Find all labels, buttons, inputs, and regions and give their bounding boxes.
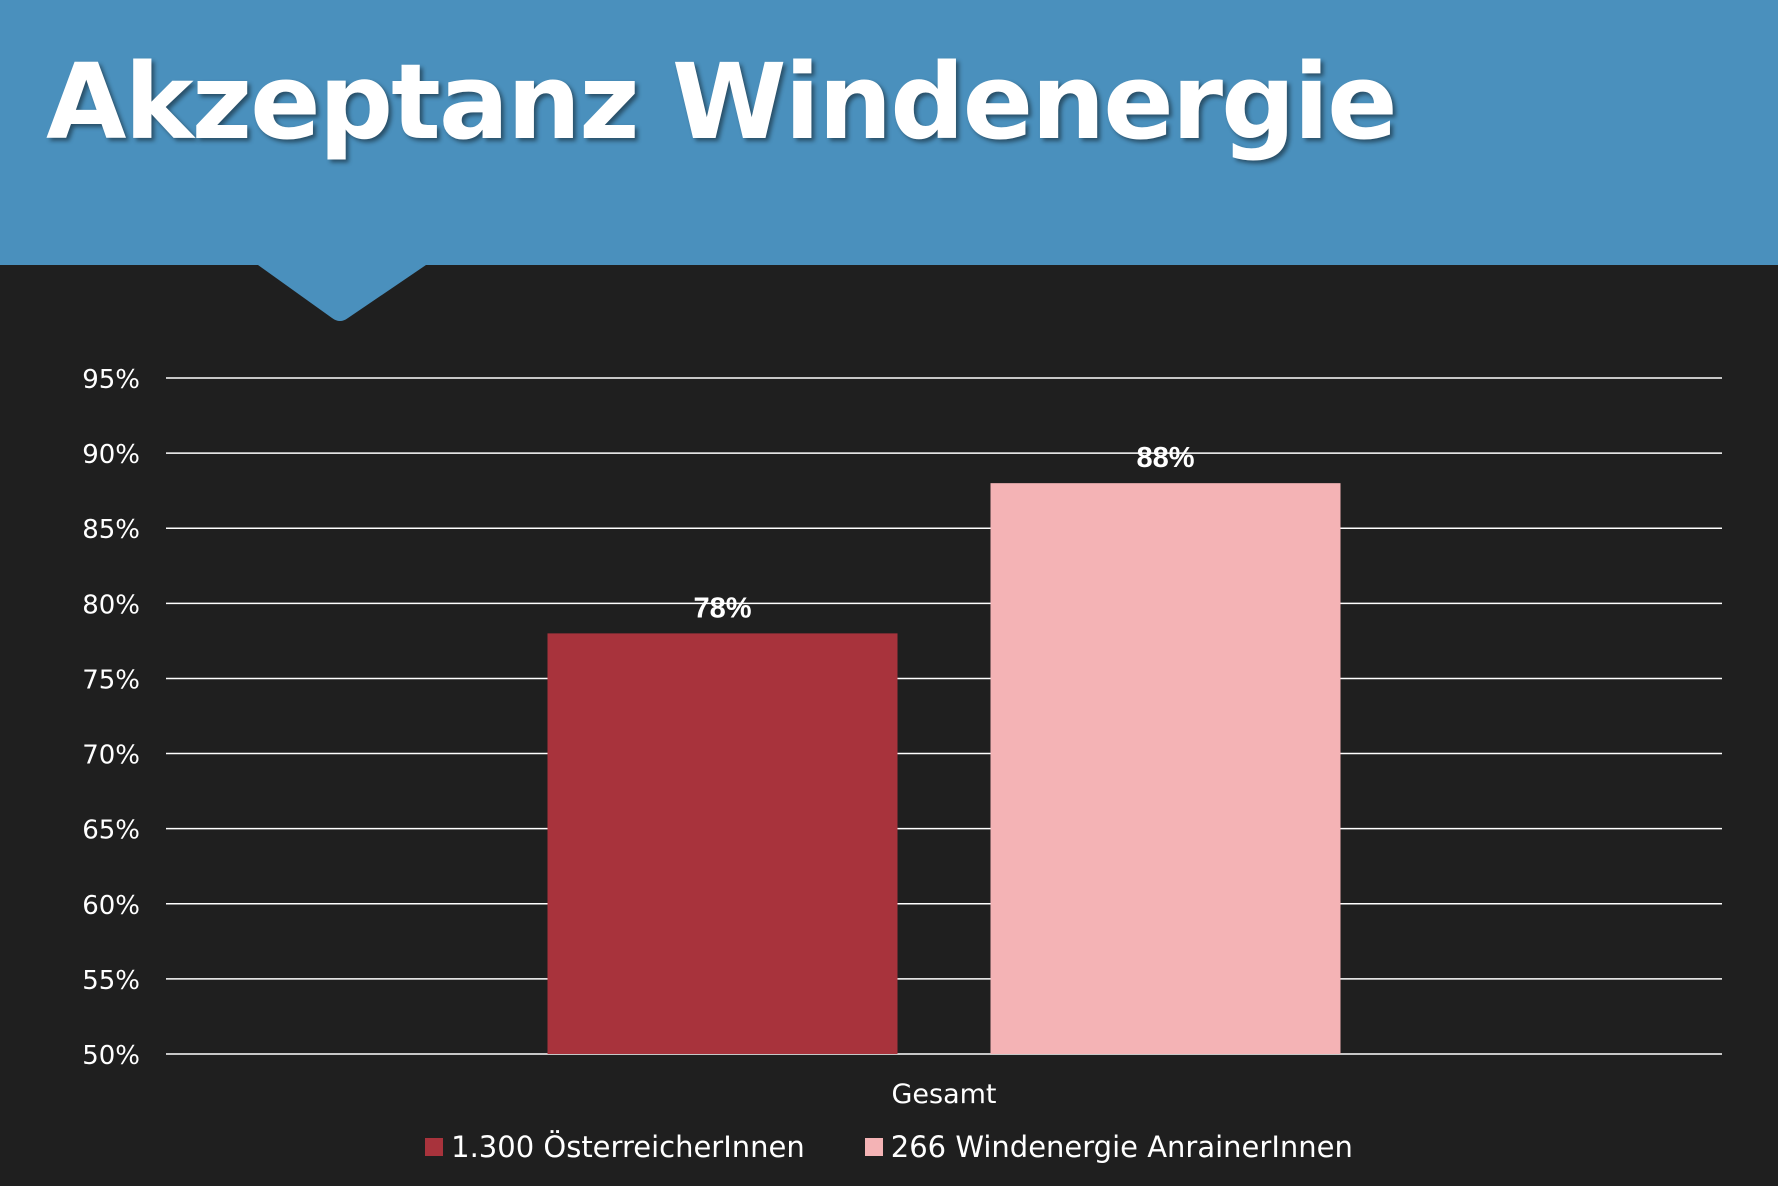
bars [547, 483, 1341, 1055]
legend-item-series-1: 1.300 ÖsterreicherInnen [425, 1130, 805, 1164]
y-tick-label: 95% [82, 365, 140, 395]
data-label-series-2: 88% [1136, 442, 1194, 474]
gridlines [166, 377, 1722, 1055]
legend-label: 1.300 ÖsterreicherInnen [451, 1130, 805, 1164]
data-labels: 78% 88% [693, 442, 1194, 624]
y-tick-label: 55% [82, 966, 140, 996]
x-category-label: Gesamt [891, 1079, 996, 1110]
y-axis-ticks: 50% 55% 60% 65% 70% 75% 80% 85% 90% 95% [82, 365, 140, 1071]
y-tick-label: 90% [82, 440, 140, 470]
y-tick-label: 85% [82, 515, 140, 545]
legend-swatch [425, 1138, 444, 1156]
y-tick-label: 65% [82, 816, 140, 846]
y-tick-label: 50% [82, 1041, 140, 1071]
bar-series-2 [990, 483, 1341, 1055]
legend-swatch [864, 1138, 883, 1156]
slide-title: Akzeptanz Windenergie [46, 41, 1398, 163]
y-tick-label: 60% [82, 891, 140, 921]
y-tick-label: 70% [82, 741, 140, 771]
legend-item-series-2: 266 Windenergie AnrainerInnen [864, 1130, 1353, 1164]
legend-label: 266 Windenergie AnrainerInnen [890, 1130, 1353, 1164]
title-banner [0, 0, 1778, 265]
x-axis-categories: Gesamt [891, 1079, 996, 1110]
data-label-series-1: 78% [693, 592, 751, 624]
chart-legend: 1.300 ÖsterreicherInnen 266 Windenergie A… [0, 1130, 1778, 1164]
y-tick-label: 80% [82, 590, 140, 620]
bar-series-1 [547, 633, 898, 1054]
y-tick-label: 75% [82, 665, 140, 695]
